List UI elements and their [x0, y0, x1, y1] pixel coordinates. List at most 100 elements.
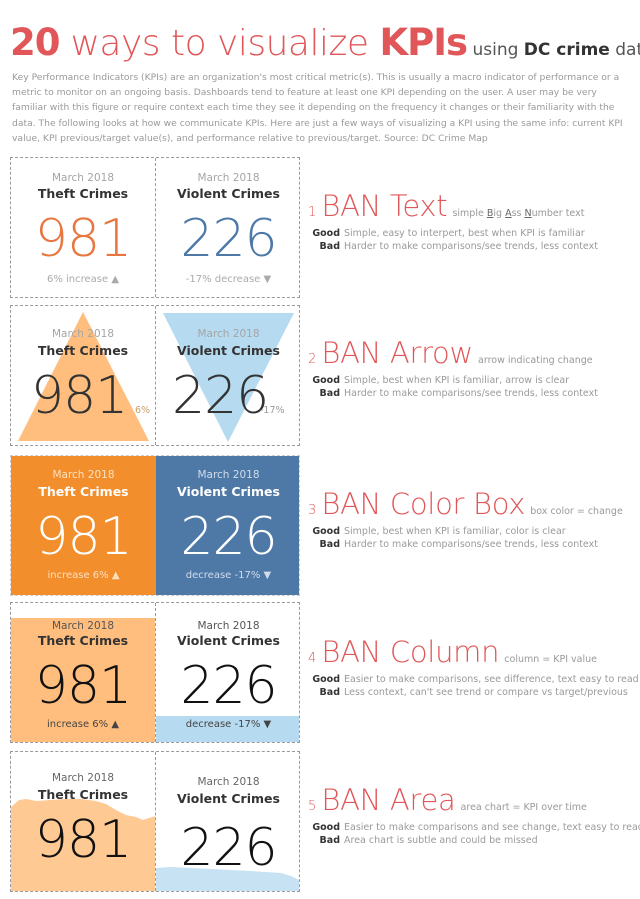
section-title: BAN Color Box — [321, 487, 526, 521]
bad-label: Bad — [319, 835, 340, 846]
good-text: Simple, easy to interpert, best when KPI… — [344, 228, 585, 239]
theft-card: March 2018 Theft Crimes 981 — [11, 752, 156, 891]
bad-text: Harder to make comparisons/see trends, l… — [344, 539, 598, 550]
period-label: March 2018 — [197, 620, 260, 632]
kpi-value: 981 — [34, 209, 132, 269]
theft-card: March 2018 Theft Crimes 981 increase 6% … — [11, 603, 156, 742]
good-label: Good — [312, 822, 340, 833]
period-label: March 2018 — [197, 328, 260, 340]
panel-ban-arrow: March 2018 Theft Crimes 981 6% March 201… — [10, 305, 300, 446]
section-number: 1 — [308, 205, 317, 220]
section-number: 4 — [308, 651, 317, 666]
good-label: Good — [312, 375, 340, 386]
period-label: March 2018 — [51, 328, 115, 340]
section-title: BAN Arrow — [321, 336, 473, 370]
period-label: March 2018 — [197, 469, 260, 481]
kpi-value: 981 — [34, 810, 132, 870]
good-label: Good — [312, 526, 340, 537]
bad-label: Bad — [319, 241, 340, 252]
bad-label: Bad — [319, 687, 340, 698]
good-label: Good — [312, 228, 340, 239]
kpi-delta: decrease -17% ▼ — [185, 570, 272, 581]
kpi-delta: increase 6% ▲ — [46, 719, 120, 730]
kpi-value: 226 — [180, 818, 277, 878]
kpi-value: 226 — [172, 366, 269, 426]
kpi-name: Violent Crimes — [177, 484, 280, 499]
panel-ban-text: March 2018 Theft Crimes 981 6% increase … — [10, 157, 300, 298]
title-number: 20 — [10, 21, 60, 64]
panel-ban-area: March 2018 Theft Crimes 981 March 2018 V… — [10, 751, 300, 892]
theft-card: March 2018 Theft Crimes 981 6% increase … — [11, 158, 156, 297]
bad-text: Less context, can't see trend or compare… — [344, 687, 628, 698]
violent-card: March 2018 Violent Crimes 226 decrease -… — [156, 603, 299, 742]
period-label: March 2018 — [51, 620, 115, 632]
theft-column-bar — [11, 618, 155, 742]
kpi-name: Violent Crimes — [177, 343, 280, 358]
period-label: March 2018 — [197, 776, 260, 788]
section-title: BAN Text — [321, 189, 448, 223]
desc-ban-text: 1 BAN Text simple Big Ass Number text Go… — [308, 192, 598, 253]
desc-ban-column: 4 BAN Column column = KPI value Good Easi… — [308, 638, 639, 699]
kpi-value: 226 — [180, 507, 277, 567]
kpi-delta: decrease -17% ▼ — [185, 719, 272, 730]
period-label: March 2018 — [197, 172, 260, 184]
desc-ban-color-box: 3 BAN Color Box box color = change Good S… — [308, 490, 623, 551]
kpi-value: 226 — [180, 209, 277, 269]
kpi-name: Violent Crimes — [177, 186, 280, 201]
good-text: Simple, best when KPI is familiar, arrow… — [344, 375, 570, 386]
section-subtitle: simple Big Ass Number text — [452, 208, 585, 219]
kpi-name: Theft Crimes — [37, 787, 129, 802]
kpi-name: Theft Crimes — [38, 484, 129, 499]
kpi-delta: 6% increase ▲ — [46, 274, 120, 285]
title-text: ways to visualize — [59, 23, 380, 64]
up-arrow-triangle-icon — [18, 312, 149, 441]
kpi-delta: -17% — [260, 405, 285, 416]
bad-text: Harder to make comparisons/see trends, l… — [344, 388, 598, 399]
kpi-value: 226 — [180, 656, 277, 716]
section-subtitle: arrow indicating change — [478, 355, 593, 366]
period-label: March 2018 — [51, 172, 115, 184]
down-arrow-triangle-icon — [163, 313, 294, 442]
good-text: Easier to make comparisons and see chang… — [344, 822, 640, 833]
kpi-name: Theft Crimes — [37, 343, 129, 358]
good-text: Easier to make comparisons, see differen… — [344, 674, 639, 685]
good-text: Simple, best when KPI is familiar, color… — [344, 526, 566, 537]
theft-area-chart — [11, 799, 155, 891]
violent-card: March 2018 Violent Crimes 226 — [156, 752, 299, 891]
section-number: 5 — [308, 799, 317, 814]
title-kpis: KPIs — [379, 21, 468, 64]
violent-column-bar — [156, 716, 299, 742]
section-subtitle: column = KPI value — [504, 654, 597, 665]
kpi-name: Theft Crimes — [37, 186, 129, 201]
section-title: BAN Area — [321, 783, 456, 817]
section-number: 3 — [308, 503, 317, 518]
bad-text: Harder to make comparisons/see trends, l… — [344, 241, 598, 252]
violent-card: March 2018 Violent Crimes 226 -17% — [156, 306, 299, 445]
theft-card: March 2018 Theft Crimes 981 6% — [11, 306, 156, 445]
panel-ban-column: March 2018 Theft Crimes 981 increase 6% … — [10, 602, 300, 743]
section-subtitle: box color = change — [530, 506, 623, 517]
desc-ban-arrow: 2 BAN Arrow arrow indicating change Good… — [308, 339, 598, 400]
period-label: March 2018 — [52, 469, 115, 481]
desc-ban-area: 5 BAN Area area chart = KPI over time Go… — [308, 786, 640, 847]
kpi-value: 981 — [34, 656, 132, 716]
section-title: BAN Column — [321, 635, 500, 669]
section-number: 2 — [308, 352, 317, 367]
violent-card: March 2018 Violent Crimes 226 -17% decre… — [156, 158, 299, 297]
good-label: Good — [312, 674, 340, 685]
kpi-delta: -17% decrease ▼ — [185, 274, 272, 285]
kpi-value: 981 — [31, 366, 128, 426]
kpi-name: Violent Crimes — [177, 791, 280, 806]
panel-ban-color-box: March 2018 Theft Crimes 981 increase 6% … — [10, 455, 300, 596]
bad-label: Bad — [319, 539, 340, 550]
period-label: March 2018 — [51, 772, 115, 784]
page-title: 20 ways to visualize KPIs using DC crime… — [10, 24, 640, 62]
title-dc-crime: DC crime — [523, 40, 610, 60]
violent-card: March 2018 Violent Crimes 226 decrease -… — [156, 456, 299, 595]
theft-card: March 2018 Theft Crimes 981 increase 6% … — [11, 456, 156, 595]
kpi-name: Violent Crimes — [177, 633, 280, 648]
kpi-name: Theft Crimes — [37, 633, 129, 648]
kpi-value: 981 — [35, 507, 132, 567]
violent-area-chart — [156, 867, 299, 891]
bad-text: Area chart is subtle and could be missed — [344, 835, 538, 846]
